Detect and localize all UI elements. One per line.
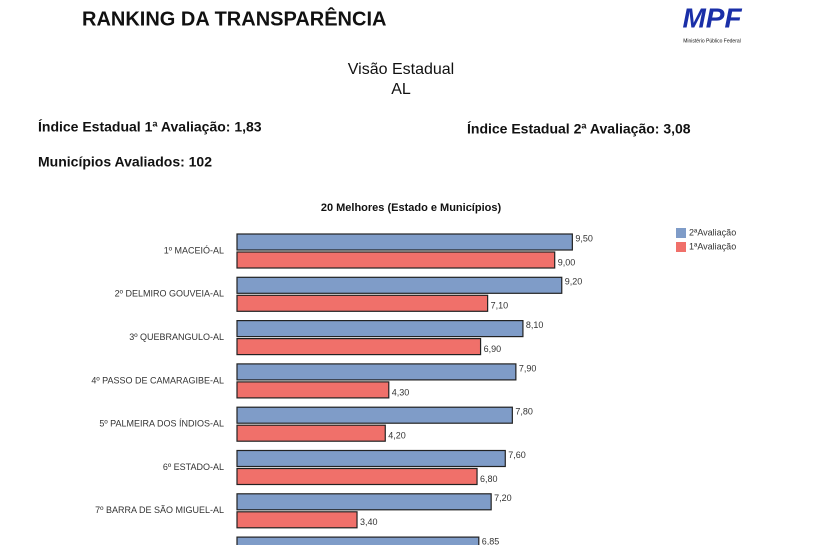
logo-subtitle: Ministério Público Federal [683,38,741,44]
category-label: 4º PASSO DE CAMARAGIBE-AL [91,375,224,385]
value-label: 4,20 [388,431,406,441]
index-second: Índice Estadual 2ª Avaliação: 3,08 [467,121,691,137]
category-label: 2º DELMIRO GOUVEIA-AL [115,289,224,299]
value-label: 9,00 [558,257,576,267]
value-label: 7,60 [508,450,526,460]
bar [236,493,492,511]
value-label: 6,85 [482,536,500,545]
legend-label: 2ªAvaliação [689,227,736,237]
state: AL [391,81,411,98]
bar [236,511,358,529]
value-label: 4,30 [392,387,410,397]
bar [236,424,386,442]
bar [236,338,482,356]
category-label: 7º BARRA DE SÃO MIGUEL-AL [95,505,224,515]
legend-label: 1ªAvaliação [689,241,736,251]
value-label: 7,80 [515,407,533,417]
municipalities: Municípios Avaliados: 102 [38,154,212,170]
logo: MPF [682,2,742,33]
index-first: Índice Estadual 1ª Avaliação: 1,83 [38,119,262,135]
bar [236,294,489,312]
bar [236,320,524,338]
value-label: 7,10 [491,301,509,311]
value-label: 3,40 [360,517,378,527]
bar [236,406,513,424]
category-label: 6º ESTADO-AL [163,462,224,472]
bar [236,536,480,545]
legend-swatch [676,228,686,238]
chart-title: 20 Melhores (Estado e Municípios) [321,202,502,214]
bar [236,449,506,468]
category-label: 5º PALMEIRA DOS ÍNDIOS-AL [99,419,224,429]
bar [236,381,390,399]
page-title: RANKING DA TRANSPARÊNCIA [82,6,386,30]
bar [236,251,556,269]
value-label: 9,50 [575,233,593,243]
bar [236,233,573,251]
value-label: 8,10 [526,320,544,330]
category-label: 3º QUEBRANGULO-AL [129,332,224,342]
bar [236,276,563,294]
value-label: 6,80 [480,474,498,484]
bar [236,363,517,381]
view-title: Visão Estadual [348,61,454,78]
value-label: 6,90 [484,344,502,354]
legend-swatch [676,242,686,252]
value-label: 9,20 [565,277,583,287]
value-label: 7,20 [494,493,512,503]
value-label: 7,90 [519,363,537,373]
category-label: 1º MACEIÓ-AL [164,245,224,255]
bar [236,467,478,486]
